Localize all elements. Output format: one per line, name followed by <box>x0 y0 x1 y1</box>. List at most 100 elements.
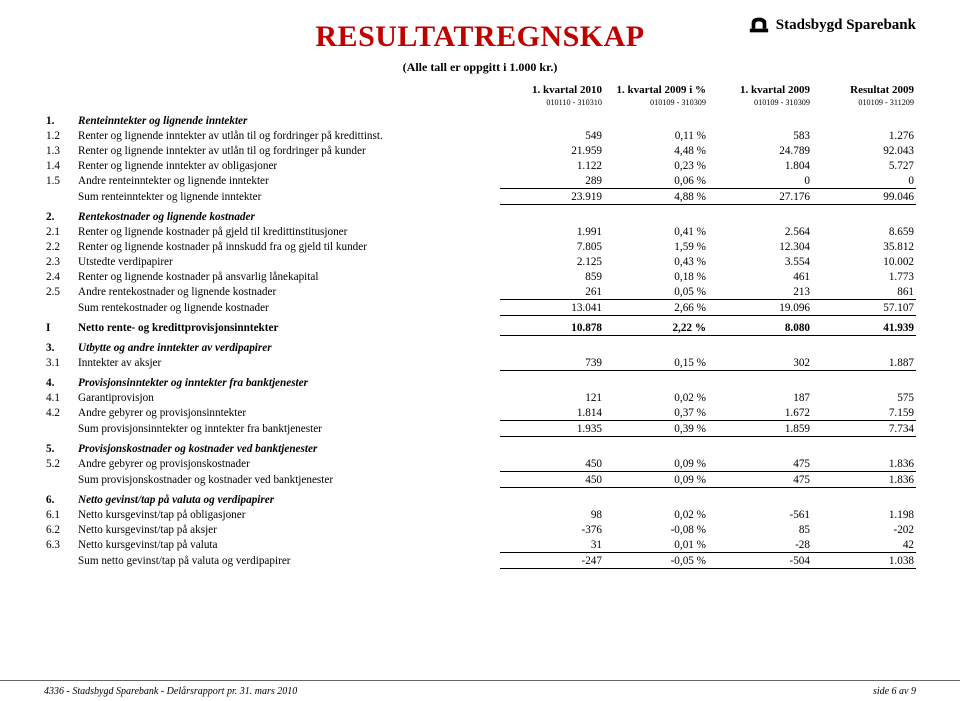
row-value: 5.727 <box>812 158 916 173</box>
row-value: 859 <box>500 269 604 284</box>
row-value: 0,23 % <box>604 158 708 173</box>
row-value: 4,48 % <box>604 143 708 158</box>
row-value: 57.107 <box>812 300 916 316</box>
row-value: 0,18 % <box>604 269 708 284</box>
column-header: Resultat 2009 <box>812 83 916 98</box>
bank-logo: Stadsbygd Sparebank <box>748 14 916 36</box>
section-number: 6. <box>44 492 76 507</box>
section-number: 4. <box>44 375 76 390</box>
section-title: Rentekostnader og lignende kostnader <box>76 209 916 224</box>
row-value: 19.096 <box>708 300 812 316</box>
row-label: Sum netto gevinst/tap på valuta og verdi… <box>76 553 500 569</box>
row-number: 3.1 <box>44 355 76 371</box>
row-value: 2.564 <box>708 224 812 239</box>
row-number: 1.4 <box>44 158 76 173</box>
row-label: Andre renteinntekter og lignende inntekt… <box>76 173 500 189</box>
row-label: Netto kursgevinst/tap på valuta <box>76 537 500 553</box>
row-value: 41.939 <box>812 320 916 336</box>
row-value: 10.878 <box>500 320 604 336</box>
row-number <box>44 421 76 437</box>
row-value: 0,05 % <box>604 284 708 300</box>
row-value: 7.159 <box>812 405 916 421</box>
footer-right: side 6 av 9 <box>873 686 916 697</box>
row-value: 0,09 % <box>604 472 708 488</box>
income-statement-table: 1. kvartal 20101. kvartal 2009 i %1. kva… <box>44 83 916 569</box>
section-header: 4.Provisjonsinntekter og inntekter fra b… <box>44 375 916 390</box>
row-value: 99.046 <box>812 189 916 205</box>
row-number: 1.5 <box>44 173 76 189</box>
row-number: 1.2 <box>44 128 76 143</box>
section-number: 5. <box>44 441 76 456</box>
table-row: 2.3Utstedte verdipapirer2.1250,43 %3.554… <box>44 254 916 269</box>
row-value: 0,02 % <box>604 390 708 405</box>
row-label: Garantiprovisjon <box>76 390 500 405</box>
row-number: 1.3 <box>44 143 76 158</box>
row-value: 0,39 % <box>604 421 708 437</box>
column-subheader: 010109 - 310309 <box>708 98 812 109</box>
row-label: Sum provisjonskostnader og kostnader ved… <box>76 472 500 488</box>
table-row: 2.1Renter og lignende kostnader på gjeld… <box>44 224 916 239</box>
row-value: 35.812 <box>812 239 916 254</box>
table-row: 1.2Renter og lignende inntekter av utlån… <box>44 128 916 143</box>
row-value: 1.276 <box>812 128 916 143</box>
row-label: Andre gebyrer og provisjonskostnader <box>76 456 500 472</box>
row-value: 0,09 % <box>604 456 708 472</box>
row-label: Renter og lignende kostnader på gjeld ti… <box>76 224 500 239</box>
row-label: Sum provisjonsinntekter og inntekter fra… <box>76 421 500 437</box>
row-label: Utstedte verdipapirer <box>76 254 500 269</box>
row-value: -247 <box>500 553 604 569</box>
row-value: 0,41 % <box>604 224 708 239</box>
row-value: 3.554 <box>708 254 812 269</box>
row-value: 1.836 <box>812 472 916 488</box>
row-value: 575 <box>812 390 916 405</box>
row-number: 6.2 <box>44 522 76 537</box>
footer-left: 4336 - Stadsbygd Sparebank - Delårsrappo… <box>44 686 297 697</box>
row-label: Renter og lignende inntekter av utlån ti… <box>76 128 500 143</box>
row-number: 2.2 <box>44 239 76 254</box>
row-value: 1.859 <box>708 421 812 437</box>
table-row: Sum renteinntekter og lignende inntekter… <box>44 189 916 205</box>
section-title: Provisjonsinntekter og inntekter fra ban… <box>76 375 916 390</box>
table-row: Sum provisjonsinntekter og inntekter fra… <box>44 421 916 437</box>
row-value: 2.125 <box>500 254 604 269</box>
row-value: 1.814 <box>500 405 604 421</box>
row-value: 10.002 <box>812 254 916 269</box>
row-value: 549 <box>500 128 604 143</box>
row-value: -561 <box>708 507 812 522</box>
row-value: 8.659 <box>812 224 916 239</box>
table-row: 3.1Inntekter av aksjer7390,15 %3021.887 <box>44 355 916 371</box>
row-label: Andre gebyrer og provisjonsinntekter <box>76 405 500 421</box>
row-value: 0,11 % <box>604 128 708 143</box>
row-value: 0 <box>708 173 812 189</box>
row-number: 4.2 <box>44 405 76 421</box>
section-title: Netto gevinst/tap på valuta og verdipapi… <box>76 492 916 507</box>
row-value: 1.198 <box>812 507 916 522</box>
row-value: 0,02 % <box>604 507 708 522</box>
row-value: 85 <box>708 522 812 537</box>
row-value: 27.176 <box>708 189 812 205</box>
row-value: 24.789 <box>708 143 812 158</box>
row-label: Renter og lignende kostnader på ansvarli… <box>76 269 500 284</box>
column-header: 1. kvartal 2009 <box>708 83 812 98</box>
row-value: 1.991 <box>500 224 604 239</box>
report-page: Stadsbygd Sparebank RESULTATREGNSKAP (Al… <box>0 0 960 701</box>
table-row: Sum netto gevinst/tap på valuta og verdi… <box>44 553 916 569</box>
row-value: 461 <box>708 269 812 284</box>
row-value: 0,06 % <box>604 173 708 189</box>
row-value: 1,59 % <box>604 239 708 254</box>
row-value: 7.805 <box>500 239 604 254</box>
row-number: 2.5 <box>44 284 76 300</box>
row-number <box>44 472 76 488</box>
row-value: 475 <box>708 472 812 488</box>
table-row: 5.2Andre gebyrer og provisjonskostnader4… <box>44 456 916 472</box>
row-value: 289 <box>500 173 604 189</box>
row-label: Renter og lignende inntekter av utlån ti… <box>76 143 500 158</box>
section-title: Renteinntekter og lignende inntekter <box>76 113 916 128</box>
row-value: 8.080 <box>708 320 812 336</box>
section-number: 3. <box>44 340 76 355</box>
row-value: 2,66 % <box>604 300 708 316</box>
table-row: Sum provisjonskostnader og kostnader ved… <box>44 472 916 488</box>
row-number: 4.1 <box>44 390 76 405</box>
row-value: 1.887 <box>812 355 916 371</box>
table-row: 2.4Renter og lignende kostnader på ansva… <box>44 269 916 284</box>
